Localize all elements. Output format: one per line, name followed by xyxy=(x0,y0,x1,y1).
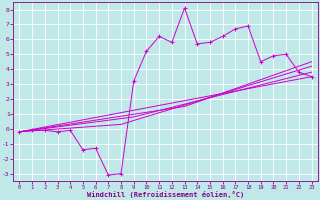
X-axis label: Windchill (Refroidissement éolien,°C): Windchill (Refroidissement éolien,°C) xyxy=(87,191,244,198)
